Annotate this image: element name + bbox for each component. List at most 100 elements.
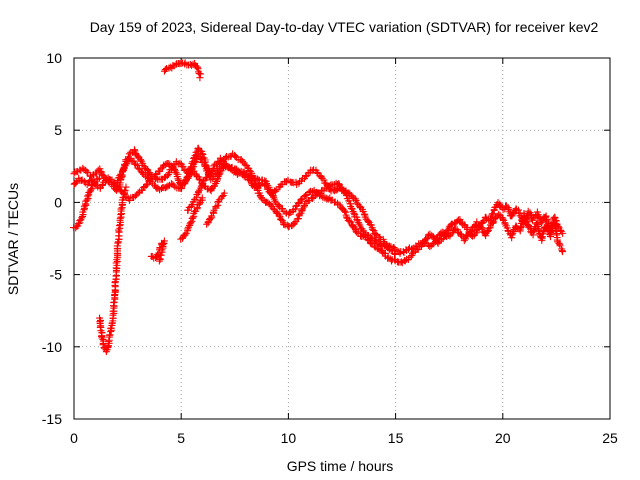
data-point (112, 259, 120, 267)
data-point (539, 230, 547, 238)
x-tick-label: 20 (495, 430, 511, 446)
data-point (308, 194, 316, 202)
data-point (267, 201, 275, 209)
data-point (391, 250, 399, 258)
data-point (185, 222, 193, 230)
data-point (270, 193, 278, 201)
series-segment-early-dip (70, 174, 103, 232)
data-point (401, 257, 409, 265)
data-point (205, 169, 213, 177)
data-point (387, 246, 395, 254)
data-point (345, 217, 353, 225)
data-point (256, 192, 264, 200)
data-point (460, 237, 468, 245)
series-segment-rise-3 (184, 169, 213, 214)
data-point (333, 186, 341, 194)
data-point (133, 191, 141, 199)
data-point (517, 224, 525, 232)
data-point (271, 197, 279, 205)
data-point (184, 225, 192, 233)
data-point (138, 169, 146, 177)
x-tick-label: 10 (281, 430, 297, 446)
data-point (130, 157, 138, 165)
data-point (350, 209, 358, 217)
data-point (447, 230, 455, 238)
data-point (72, 179, 80, 187)
data-point (343, 213, 351, 221)
data-point (214, 172, 222, 180)
axis-ticks (73, 57, 611, 420)
data-point (323, 181, 331, 189)
data-point (432, 238, 440, 246)
data-point (424, 231, 432, 239)
data-point (353, 216, 361, 224)
data-point (220, 189, 228, 197)
data-point (349, 208, 357, 216)
series-track-a (70, 146, 567, 267)
data-point (172, 169, 180, 177)
data-point (191, 152, 199, 160)
series-segment-rise-1 (177, 194, 206, 243)
data-point (195, 175, 203, 183)
data-point (117, 205, 125, 213)
data-point (198, 150, 206, 158)
data-point (132, 160, 140, 168)
data-point (345, 197, 353, 205)
data-point (215, 171, 223, 179)
data-point (120, 163, 128, 171)
data-point (158, 248, 166, 256)
series-segment-rise-2 (203, 189, 228, 228)
data-point (424, 234, 432, 242)
data-point (120, 194, 128, 202)
data-point (214, 158, 222, 166)
data-point (358, 225, 366, 233)
data-point (84, 192, 92, 200)
data-point (501, 220, 509, 228)
data-point (290, 219, 298, 227)
data-point (160, 239, 168, 247)
data-point (385, 245, 393, 253)
data-point (94, 175, 102, 183)
data-marks (70, 59, 567, 356)
data-point (174, 175, 182, 183)
tick-labels: 0 5 10 15 20 25 -15 -10 -5 0 5 10 (42, 50, 618, 446)
data-point (106, 331, 114, 339)
x-tick-label: 0 (70, 430, 78, 446)
data-point (467, 228, 475, 236)
data-point (121, 186, 129, 194)
data-point (319, 193, 327, 201)
data-point (348, 204, 356, 212)
data-point (339, 186, 347, 194)
data-point (302, 191, 310, 199)
series-track-c (113, 155, 399, 258)
data-point (203, 173, 211, 181)
data-point (73, 177, 81, 185)
data-point (305, 189, 313, 197)
data-point (83, 168, 91, 176)
data-point (340, 207, 348, 215)
data-point (233, 166, 241, 174)
data-point (164, 171, 172, 178)
data-point (159, 244, 167, 252)
data-point (368, 225, 376, 233)
data-point (371, 237, 379, 245)
data-point (269, 188, 277, 196)
data-point (239, 157, 247, 165)
series-segment-top (160, 59, 204, 82)
data-point (355, 220, 363, 228)
data-point (187, 219, 195, 227)
data-point (183, 175, 191, 183)
data-point (199, 150, 207, 158)
data-point (340, 188, 348, 196)
data-point (351, 195, 359, 203)
data-point (114, 239, 122, 247)
data-point (240, 172, 248, 180)
data-point (485, 225, 493, 233)
data-point (95, 174, 103, 182)
data-point (499, 215, 507, 223)
y-axis-label: SDTVAR / TECUs (5, 183, 21, 295)
data-point (406, 253, 414, 261)
data-point (75, 220, 83, 228)
y-tick-label: 5 (54, 122, 62, 138)
